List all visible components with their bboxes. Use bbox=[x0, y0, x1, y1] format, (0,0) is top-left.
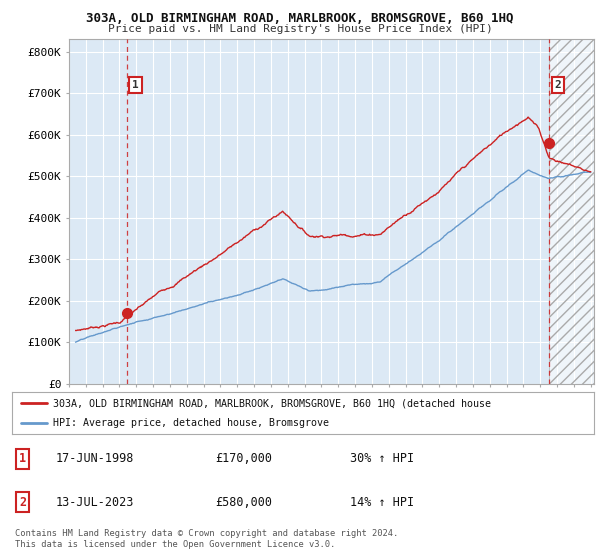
Text: 2: 2 bbox=[554, 80, 561, 90]
Text: Price paid vs. HM Land Registry's House Price Index (HPI): Price paid vs. HM Land Registry's House … bbox=[107, 24, 493, 34]
Text: 303A, OLD BIRMINGHAM ROAD, MARLBROOK, BROMSGROVE, B60 1HQ: 303A, OLD BIRMINGHAM ROAD, MARLBROOK, BR… bbox=[86, 12, 514, 25]
Text: 13-JUL-2023: 13-JUL-2023 bbox=[56, 496, 134, 508]
Text: £580,000: £580,000 bbox=[216, 496, 272, 508]
Bar bbox=[549, 39, 594, 384]
Text: HPI: Average price, detached house, Bromsgrove: HPI: Average price, detached house, Brom… bbox=[53, 418, 329, 428]
Text: 2: 2 bbox=[19, 496, 26, 508]
Text: Contains HM Land Registry data © Crown copyright and database right 2024.
This d: Contains HM Land Registry data © Crown c… bbox=[15, 529, 398, 549]
Text: £170,000: £170,000 bbox=[216, 452, 272, 465]
Text: 30% ↑ HPI: 30% ↑ HPI bbox=[350, 452, 413, 465]
Text: 1: 1 bbox=[132, 80, 139, 90]
Text: 17-JUN-1998: 17-JUN-1998 bbox=[56, 452, 134, 465]
Text: 1: 1 bbox=[19, 452, 26, 465]
Text: 14% ↑ HPI: 14% ↑ HPI bbox=[350, 496, 413, 508]
Text: 303A, OLD BIRMINGHAM ROAD, MARLBROOK, BROMSGROVE, B60 1HQ (detached house: 303A, OLD BIRMINGHAM ROAD, MARLBROOK, BR… bbox=[53, 398, 491, 408]
Bar bbox=[549, 39, 594, 384]
